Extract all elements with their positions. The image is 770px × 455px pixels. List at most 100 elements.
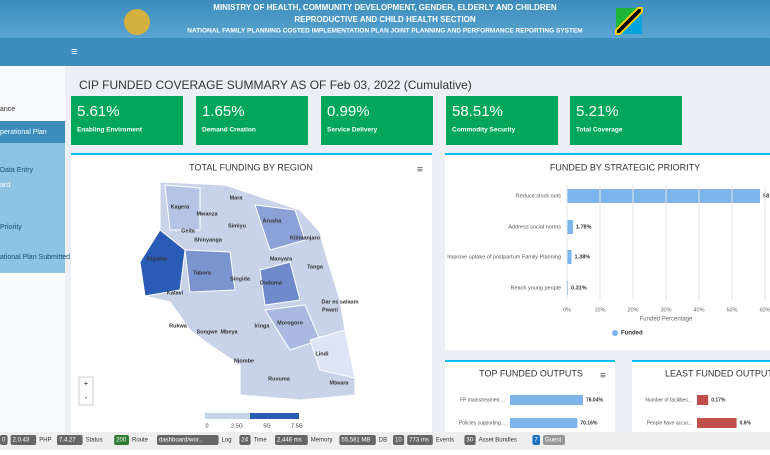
map-legend-label: 2.5G [231,423,243,429]
region-label: Mtwara [330,380,350,386]
bar-value-label: 70.16% [580,420,598,426]
bar-value-label: 1.38% [575,254,591,260]
panel-top [445,360,615,362]
bar-category: Reduce stock outs [516,193,561,199]
map-zoom[interactable] [78,376,94,406]
sidebar-item[interactable]: perational Plan [0,129,47,136]
map [139,181,356,401]
debug-item: Time [254,438,268,444]
sidebar-item[interactable]: ational Plan Submitted [0,254,70,261]
debug-badge [239,435,251,445]
bar-category: Improve uptake of postpartum Family Plan… [447,254,561,260]
bar-value-label: 0.17% [711,397,726,403]
bar-category: Reach young people [511,285,561,291]
region-label: Dodoma [260,280,283,286]
debug-badge [10,435,37,445]
region-label: Pwani [322,307,338,313]
zoom-button[interactable]: - [85,393,88,402]
legend-label[interactable]: Funded [621,331,643,337]
map-title: TOTAL FUNDING BY REGION [189,162,313,172]
card-label: Commodity Security [452,127,516,134]
debug-item: Guest [545,438,561,444]
debug-item: Status [86,438,103,444]
navbar [0,38,770,66]
sidebar-item[interactable]: Data Entry [0,167,34,174]
region-label: Tabora [193,270,212,276]
panel-top [71,153,432,155]
bar [567,250,572,264]
region-label: Morogoro [277,320,303,326]
region-label: Kilimanjaro [290,235,321,241]
bar [510,395,583,405]
bar [697,395,709,405]
region-label: Arusha [263,218,283,224]
x-tick-label: 30% [660,307,671,313]
debug-badge [157,435,219,445]
debug-item: 7.4.27 [59,438,76,444]
debug-item: 0 [2,438,6,444]
debug-item: 200 [116,438,127,444]
bar-category: Number of facilities... [645,397,692,403]
debug-badge [57,435,83,445]
bar-value-label: 0.31% [571,285,587,291]
card-value: 58.51% [452,103,503,120]
x-tick-label: 50% [726,307,737,313]
top-menu[interactable]: ≡ [600,371,606,382]
legend-marker [612,330,618,336]
panel-top [632,360,770,362]
menu-toggle[interactable]: ≡ [71,46,77,58]
sidebar-submenu [0,143,65,273]
debug-item: dashboard/wor... [159,438,204,444]
bar-category: Address social norms [508,224,561,230]
card-label: Total Coverage [576,127,623,134]
map-legend-bar-dark [250,413,299,419]
debug-item: 2,446 ms [277,438,302,444]
bar-value-label: 76.04% [586,397,604,403]
zoom-button[interactable]: + [84,379,89,388]
debug-badge [543,435,565,445]
strategic-title: FUNDED BY STRATEGIC PRIORITY [550,162,700,172]
debug-badge [393,435,405,445]
debug-item: Route [132,438,149,444]
debug-item: DB [379,438,387,444]
debug-badge [407,435,433,445]
bar-category: Policies supporting... [459,420,505,426]
card-label: Enabling Enviroment [77,127,143,134]
debug-badge [464,435,476,445]
bar [567,220,573,234]
card-value: 1.65% [202,103,245,120]
debug-badge [532,435,540,445]
debug-item: 2.0.43 [13,438,30,444]
card-value: 0.99% [327,103,370,120]
bar-value-label: 0.6% [740,420,752,426]
region-label: Singida [230,276,251,282]
region-label: Mbeya [220,329,238,335]
debug-item: Events [436,438,454,444]
bar-category: FP mainstreamed ... [460,397,505,403]
bar [510,418,578,428]
debug-item: 30 [466,438,473,444]
map-legend-label: 0 [205,423,208,429]
sidebar-item[interactable]: ard [0,182,10,189]
bar-value-label: 1.78% [576,224,592,230]
debug-badge [0,435,8,445]
debug-item: PHP [39,438,51,444]
debug-item: Asset Bundles [479,438,517,444]
region-label: Tanga [307,264,324,270]
debug-item: 773 ms [409,438,429,444]
region-label: Geita [181,228,196,234]
region-label: Katavi [167,290,184,296]
debug-item: 24 [241,438,248,444]
card-value: 5.61% [77,103,120,120]
region-label: Shinyanga [194,237,223,243]
header-line: NATIONAL FAMILY PLANNING COSTED IMPLEMEN… [187,28,582,35]
sidebar-item[interactable]: ance [0,106,15,113]
x-tick-label: 20% [627,307,638,313]
coat-of-arms [124,9,150,35]
stat-card [570,96,682,145]
map-legend-label: 5G [263,423,270,429]
sidebar-item[interactable]: Priority [0,224,22,231]
bar [567,281,569,295]
map-menu[interactable]: ≡ [417,165,423,176]
x-tick-label: 0% [563,307,571,313]
